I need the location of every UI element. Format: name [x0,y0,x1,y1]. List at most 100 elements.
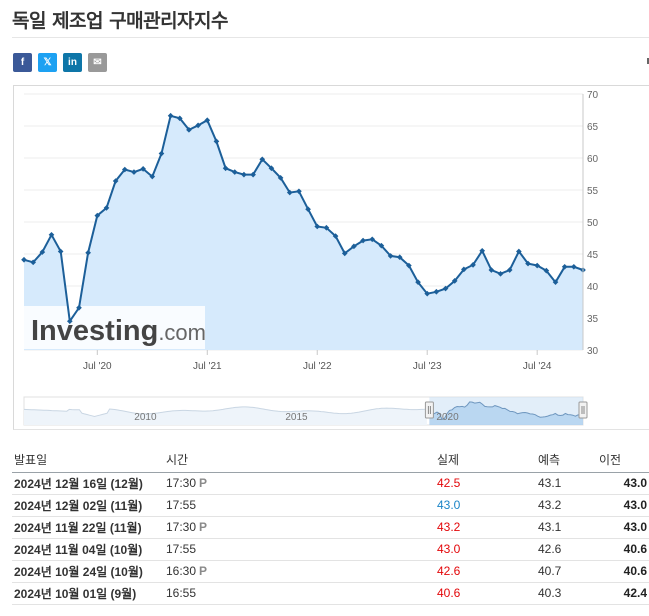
data-point [360,237,366,244]
linkedin-icon[interactable]: in [63,53,82,72]
data-point [534,262,541,269]
forecast-value: 40.7 [509,560,597,583]
x-tick-label: Jul '20 [83,361,112,372]
y-tick-label: 45 [587,250,599,261]
y-tick-label: 60 [587,154,599,165]
header-forecast[interactable]: 예측 [509,448,597,473]
data-point [231,169,238,175]
watermark-suffix: .com [158,320,206,345]
navigator-selection-line [429,401,584,421]
data-point [94,212,101,219]
page-title: 독일 제조업 구매관리자지수 [12,10,229,32]
facebook-icon[interactable]: f [13,53,32,72]
data-point [387,253,394,259]
data-point [406,262,412,269]
navigator-label: 2015 [285,412,308,423]
data-point [149,173,156,180]
data-point [488,267,495,273]
release-date: 2024년 11월 22일 (11월) [12,516,164,539]
scroll-edge-marker [647,58,649,64]
data-point [461,266,467,273]
data-point [121,166,128,173]
data-point [131,169,137,175]
forecast-value: 40.3 [509,582,597,605]
navigator-right-handle[interactable] [578,401,588,419]
previous-value: 40.6 [597,560,649,583]
data-point [351,243,357,250]
y-tick-label: 30 [587,346,599,357]
release-date: 2024년 10월 01일 (9월) [12,582,164,605]
release-date: 2024년 11월 04일 (10월) [12,538,164,561]
mail-icon[interactable]: ✉ [88,53,107,72]
navigator-label: 2010 [134,412,157,423]
data-point [506,267,513,273]
y-tick-label: 55 [587,186,599,197]
data-point [259,156,266,163]
navigator-left-handle[interactable] [424,401,434,419]
data-point [451,278,458,284]
release-time: 16:55 [164,582,417,605]
x-tick-label: Jul '22 [303,361,332,372]
data-point [195,122,201,129]
actual-value: 43.0 [417,494,509,517]
data-point [158,150,165,157]
header-date[interactable]: 발표일 [12,448,164,473]
pmi-chart: Investing.com 70 65 60 55 50 45 40 35 30 Jul '20… [21,90,599,426]
release-time: 16:30 P [164,560,417,583]
watermark-text: Investing.com [31,315,206,347]
data-point [433,288,440,295]
data-point [525,260,531,267]
share-bar: f 𝕏 in ✉ [13,53,107,72]
y-tick-label: 70 [587,90,599,101]
release-date: 2024년 10월 24일 (10월) [12,560,164,583]
forecast-value: 43.2 [509,494,597,517]
table-row: 2024년 10월 24일 (10월) 16:30 P 42.6 40.7 40.6 [12,560,649,583]
history-table: 발표일 시간 실제 예측 이전 2024년 12월 16일 (12월) 17:30… [12,448,649,605]
data-point [396,254,403,261]
actual-value: 42.6 [417,560,509,583]
series-area [24,115,583,350]
navigator-history-line [23,406,427,418]
y-tick-label: 50 [587,218,599,229]
forecast-value: 42.6 [509,538,597,561]
table-row: 2024년 10월 01일 (9월) 16:55 40.6 40.3 42.4 [12,582,649,605]
table-row: 2024년 12월 02일 (11월) 17:55 43.0 43.2 43.0 [12,494,649,517]
preliminary-badge[interactable]: P [199,476,208,490]
release-date: 2024년 12월 02일 (11월) [12,494,164,517]
data-point [112,178,119,184]
preliminary-badge[interactable]: P [199,520,208,534]
previous-value: 43.0 [597,472,649,495]
range-navigator: 2010 2015 2020 [23,396,588,426]
data-point [323,224,330,231]
data-point [286,189,293,196]
series-line [23,114,584,324]
data-point [204,117,211,124]
data-point [103,205,110,211]
data-point [305,206,311,213]
title-divider [12,37,649,38]
header-time[interactable]: 시간 [164,448,417,473]
data-point [250,171,256,178]
data-point [167,112,174,119]
data-point [378,242,385,249]
data-point [442,285,449,292]
handle-body [578,401,588,419]
previous-value: 43.0 [597,494,649,517]
actual-value: 43.0 [417,538,509,561]
y-tick-label: 35 [587,314,599,325]
data-point [268,165,275,172]
data-point [21,256,27,263]
preliminary-badge[interactable]: P [199,564,208,578]
header-actual[interactable]: 실제 [417,448,509,473]
previous-value: 43.0 [597,516,649,539]
x-icon[interactable]: 𝕏 [38,53,57,72]
data-point [479,247,486,254]
data-point [296,188,302,195]
header-previous[interactable]: 이전 [597,448,649,473]
release-time: 17:30 P [164,516,417,539]
x-axis: Jul '20 Jul '21 Jul '22 Jul '23 Jul '24 [83,350,552,372]
x-tick-label: Jul '24 [523,361,552,372]
data-point [76,304,82,311]
watermark-brand: Investing [31,315,158,347]
table-body: 2024년 12월 16일 (12월) 17:30 P 42.5 43.1 43.0 202… [12,472,649,605]
